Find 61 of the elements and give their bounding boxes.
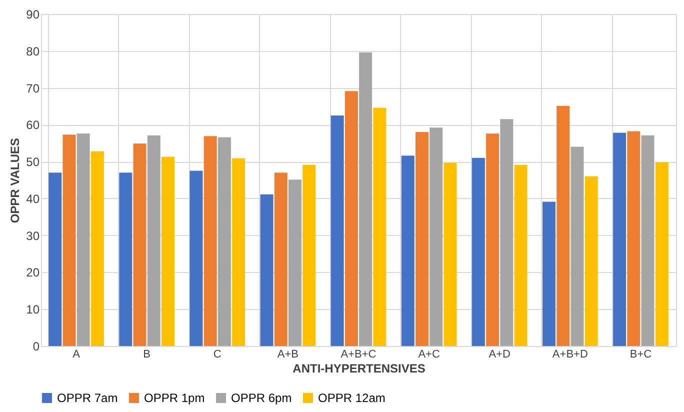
bar — [119, 172, 132, 346]
bar — [542, 202, 556, 346]
bar — [359, 52, 372, 346]
bar — [344, 91, 358, 346]
x-tick-label: A+B+D — [552, 348, 588, 360]
legend-label: OPPR 12am — [318, 391, 386, 405]
y-tick-label: 0 — [32, 340, 40, 354]
y-tick-label: 10 — [26, 302, 40, 317]
bar — [76, 134, 90, 346]
x-tick-label: A+D — [488, 348, 511, 360]
y-tick-label: 40 — [26, 192, 40, 206]
bar — [444, 163, 457, 346]
x-tick-label: C — [213, 348, 222, 360]
bar — [416, 132, 428, 346]
bar — [204, 136, 217, 346]
bar — [274, 172, 288, 346]
x-tick-label: B — [143, 348, 151, 360]
bar — [288, 180, 302, 346]
legend-label: OPPR 6pm — [231, 391, 292, 405]
y-tick-label: 50 — [26, 155, 40, 170]
bar — [133, 143, 146, 346]
y-tick-label: 90 — [26, 8, 40, 22]
bar — [641, 135, 654, 346]
x-tick-label: A — [72, 348, 81, 360]
x-tick-label: A+B+C — [340, 348, 376, 360]
bar — [500, 119, 514, 346]
bar — [401, 156, 414, 346]
y-tick-label: 60 — [26, 118, 40, 132]
bar — [190, 170, 203, 346]
bar — [232, 158, 246, 346]
bar — [330, 115, 344, 346]
bar — [486, 134, 500, 346]
bar — [570, 146, 584, 346]
legend-label: OPPR 7am — [57, 391, 118, 405]
bar — [613, 132, 626, 346]
bar — [302, 164, 316, 346]
bar — [556, 106, 570, 346]
bar — [260, 194, 274, 346]
y-axis-title: OPPR VALUES — [8, 138, 22, 224]
bar — [62, 134, 76, 346]
bar — [48, 172, 62, 346]
bar — [373, 108, 386, 346]
bar — [430, 128, 443, 346]
y-tick-label: 30 — [26, 228, 40, 243]
bar — [655, 162, 668, 346]
bar — [472, 158, 485, 346]
bar — [627, 131, 640, 346]
bar — [514, 164, 528, 346]
x-tick-label: A+B — [277, 348, 298, 360]
y-tick-label: 20 — [26, 266, 40, 280]
bar — [584, 176, 598, 346]
bar — [147, 135, 160, 346]
bar — [90, 151, 104, 346]
y-tick-label: 70 — [26, 81, 40, 96]
y-tick-label: 80 — [26, 44, 40, 58]
bar — [218, 137, 231, 346]
bar — [162, 156, 174, 346]
x-tick-label: A+C — [418, 348, 440, 360]
legend-label: OPPR 1pm — [144, 391, 205, 405]
x-tick-label: B+C — [630, 348, 652, 360]
x-axis-title: ANTI-HYPERTENSIVES — [292, 362, 426, 376]
